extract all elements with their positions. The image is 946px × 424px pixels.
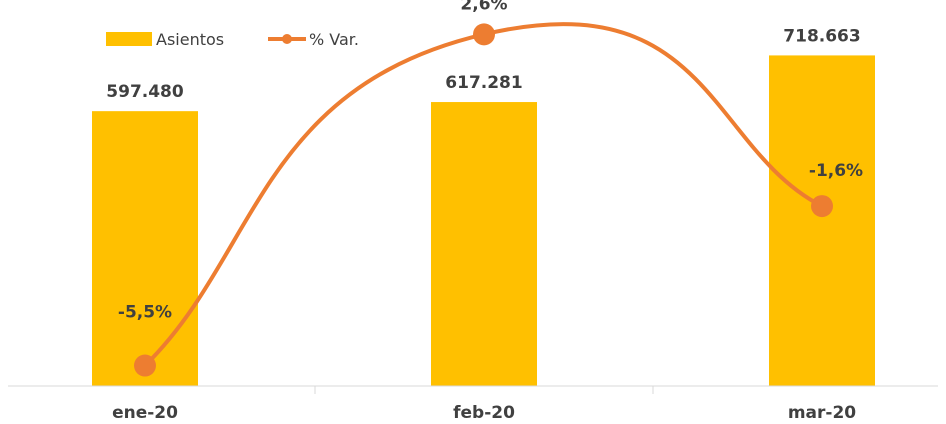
var-data-labels: -5,5% 2,6% -1,6% xyxy=(118,0,863,323)
x-tick-label-feb-20: feb-20 xyxy=(453,403,515,423)
legend-swatch-var-marker xyxy=(282,34,292,44)
bar-ene-20 xyxy=(92,111,198,386)
var-label-ene-20: -5,5% xyxy=(118,303,172,323)
bar-feb-20 xyxy=(431,102,537,386)
bar-label-ene-20: 597.480 xyxy=(106,82,184,102)
var-label-mar-20: -1,6% xyxy=(809,161,863,181)
x-tick-label-mar-20: mar-20 xyxy=(788,403,856,423)
x-tick-label-ene-20: ene-20 xyxy=(112,403,178,423)
bar-data-labels: 597.480 617.281 718.663 xyxy=(106,26,860,102)
bar-mar-20 xyxy=(769,55,875,387)
var-label-feb-20: 2,6% xyxy=(460,0,507,14)
var-markers xyxy=(134,23,833,377)
legend-swatch-asientos xyxy=(106,32,152,46)
bar-label-feb-20: 617.281 xyxy=(445,73,522,93)
legend-label-asientos: Asientos xyxy=(156,30,224,49)
legend-label-var: % Var. xyxy=(309,30,359,49)
var-marker-ene-20 xyxy=(134,354,156,377)
var-marker-feb-20 xyxy=(473,23,495,46)
chart-legend: Asientos % Var. xyxy=(106,30,359,49)
x-axis-labels: ene-20 feb-20 mar-20 xyxy=(112,403,856,423)
bar-series xyxy=(92,55,875,387)
x-axis-ticks xyxy=(314,386,654,394)
bar-label-mar-20: 718.663 xyxy=(783,26,860,46)
var-marker-mar-20 xyxy=(811,195,833,218)
